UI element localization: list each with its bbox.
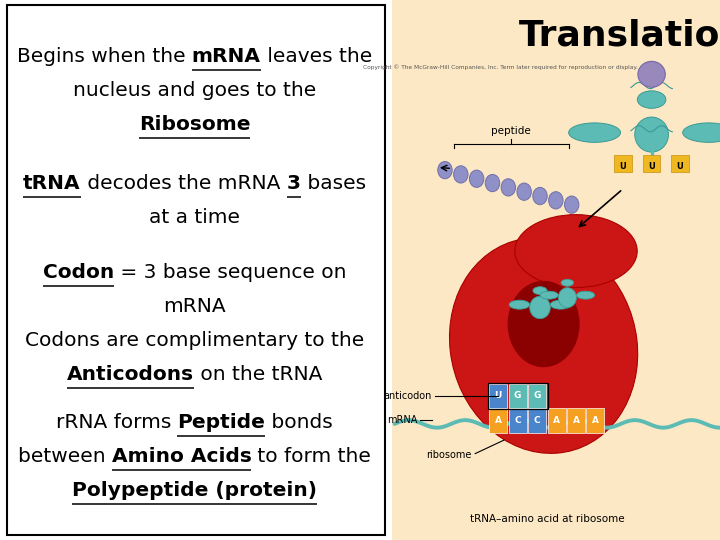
- Bar: [7, 5, 385, 535]
- Bar: [528, 384, 546, 408]
- Ellipse shape: [558, 288, 577, 308]
- Text: on the tRNA: on the tRNA: [194, 364, 322, 384]
- Text: C: C: [534, 416, 541, 424]
- Text: Codon: Codon: [42, 263, 114, 282]
- Text: U: U: [495, 392, 502, 400]
- Ellipse shape: [438, 161, 452, 179]
- Text: G: G: [534, 392, 541, 400]
- Text: = 3 base sequence on: = 3 base sequence on: [114, 263, 346, 282]
- Text: A: A: [553, 416, 560, 424]
- Ellipse shape: [533, 187, 547, 205]
- Text: G: G: [514, 392, 521, 400]
- Bar: [672, 155, 689, 172]
- Text: nucleus and goes to the: nucleus and goes to the: [73, 81, 316, 100]
- Ellipse shape: [561, 279, 574, 286]
- Text: 3: 3: [287, 174, 300, 193]
- Text: peptide: peptide: [491, 126, 531, 136]
- Ellipse shape: [485, 174, 500, 192]
- Text: mRNA: mRNA: [163, 297, 225, 316]
- Text: bonds: bonds: [266, 413, 333, 432]
- Text: leaves the: leaves the: [261, 47, 372, 66]
- Text: A: A: [572, 416, 580, 424]
- Ellipse shape: [638, 62, 665, 87]
- Ellipse shape: [454, 166, 468, 183]
- Bar: [547, 408, 566, 433]
- Ellipse shape: [637, 91, 666, 109]
- Ellipse shape: [683, 123, 720, 143]
- Text: Codons are complimentary to the: Codons are complimentary to the: [24, 330, 364, 350]
- Text: U: U: [620, 161, 626, 171]
- Ellipse shape: [549, 192, 563, 209]
- Text: Peptide: Peptide: [177, 413, 266, 432]
- Text: Begins when the: Begins when the: [17, 47, 192, 66]
- Text: rRNA forms: rRNA forms: [55, 413, 177, 432]
- Text: decodes the mRNA: decodes the mRNA: [81, 174, 287, 193]
- Text: at a time: at a time: [149, 208, 240, 227]
- Ellipse shape: [508, 281, 580, 367]
- Ellipse shape: [469, 170, 484, 187]
- Text: mRNA: mRNA: [192, 47, 261, 66]
- Ellipse shape: [517, 183, 531, 200]
- Ellipse shape: [509, 300, 530, 309]
- Bar: [614, 155, 631, 172]
- Ellipse shape: [515, 214, 637, 287]
- Bar: [490, 408, 507, 433]
- Bar: [528, 408, 546, 433]
- Text: anticodon: anticodon: [384, 392, 432, 401]
- Text: tRNA–amino acid at ribosome: tRNA–amino acid at ribosome: [470, 515, 624, 524]
- Text: to form the: to form the: [251, 447, 372, 466]
- Text: Amino Acids: Amino Acids: [112, 447, 251, 466]
- Bar: [567, 408, 585, 433]
- Ellipse shape: [540, 291, 558, 299]
- Text: ribosome: ribosome: [426, 450, 472, 460]
- Ellipse shape: [501, 179, 516, 196]
- Text: Anticodons: Anticodons: [67, 364, 194, 384]
- Text: Polypeptide (protein): Polypeptide (protein): [72, 481, 317, 500]
- Ellipse shape: [533, 287, 547, 294]
- Text: between: between: [17, 447, 112, 466]
- Text: Copyright © The McGraw-Hill Companies, Inc. Term later required for reproduction: Copyright © The McGraw-Hill Companies, I…: [363, 65, 638, 70]
- Text: A: A: [495, 416, 502, 424]
- Bar: [488, 383, 548, 409]
- Ellipse shape: [569, 123, 621, 143]
- Text: A: A: [592, 416, 599, 424]
- Bar: [508, 408, 527, 433]
- Bar: [490, 384, 507, 408]
- Ellipse shape: [564, 196, 579, 213]
- Ellipse shape: [550, 300, 571, 309]
- Text: tRNA: tRNA: [23, 174, 81, 193]
- Ellipse shape: [635, 117, 668, 152]
- Bar: [643, 155, 660, 172]
- Text: Ribosome: Ribosome: [139, 115, 250, 134]
- Ellipse shape: [449, 238, 638, 454]
- Text: bases: bases: [300, 174, 366, 193]
- Text: U: U: [677, 161, 683, 171]
- Ellipse shape: [577, 291, 595, 299]
- Bar: [508, 384, 527, 408]
- Bar: [587, 408, 605, 433]
- Text: U: U: [648, 161, 655, 171]
- Text: C: C: [514, 416, 521, 424]
- Text: mRNA: mRNA: [387, 415, 418, 425]
- Bar: [392, 0, 720, 540]
- Text: Translation: Translation: [518, 18, 720, 52]
- Ellipse shape: [530, 296, 550, 319]
